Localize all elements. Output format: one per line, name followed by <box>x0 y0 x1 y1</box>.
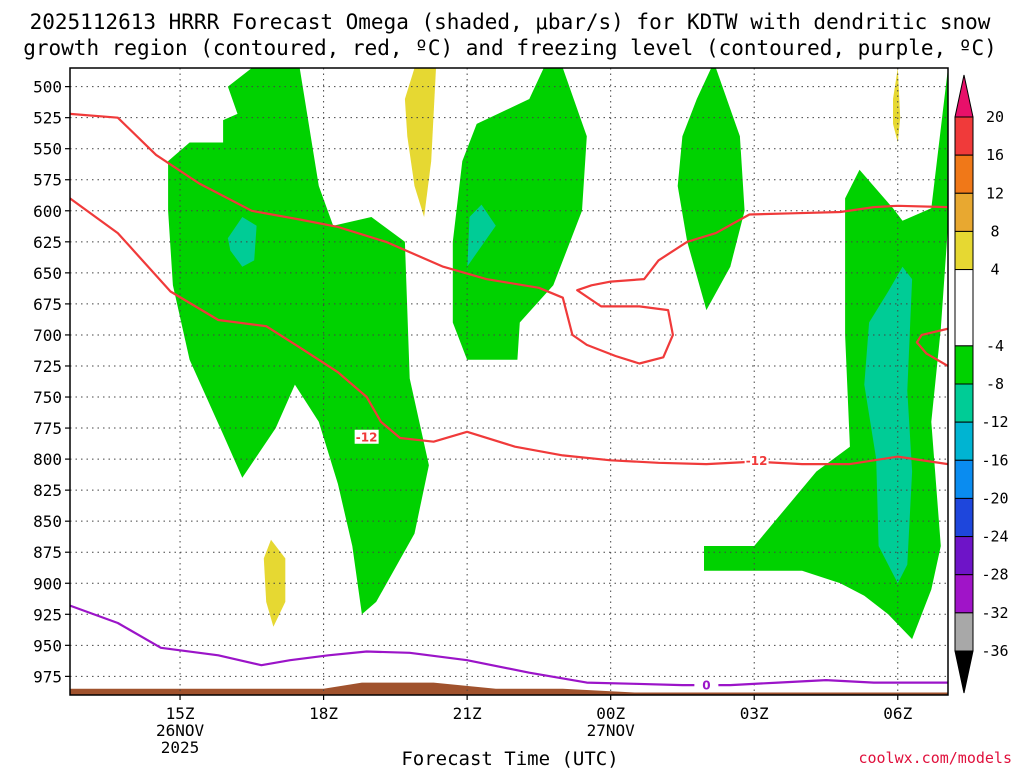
chart-title-line-1: 2025112613 HRRR Forecast Omega (shaded, … <box>30 10 991 34</box>
y-tick-label: 925 <box>33 605 62 624</box>
omega-region-4 <box>227 217 257 267</box>
y-tick-label: 550 <box>33 140 62 159</box>
y-tick-label: 850 <box>33 512 62 531</box>
colorbar-label: -12 <box>981 413 1008 431</box>
x-tick-sublabel: 27NOV <box>587 721 636 740</box>
x-tick-sublabel: 26NOV <box>156 721 205 740</box>
y-tick-label: 650 <box>33 264 62 283</box>
y-tick-label: 500 <box>33 78 62 97</box>
colorbar-label: 20 <box>986 108 1004 126</box>
omega-region-1 <box>452 68 587 360</box>
x-tick-sublabel: 2025 <box>161 738 200 757</box>
x-tick-label: 18Z <box>309 704 338 723</box>
colorbar-label: -20 <box>981 489 1008 507</box>
y-tick-label: 950 <box>33 636 62 655</box>
colorbar-label: 12 <box>986 184 1004 202</box>
contour-temperature-1 <box>70 112 948 365</box>
colorbar-label: 8 <box>990 222 999 240</box>
y-tick-label: 800 <box>33 450 62 469</box>
y-tick-label: 775 <box>33 419 62 438</box>
colorbar-segment-0 <box>954 116 974 156</box>
y-tick-label: 525 <box>33 109 62 128</box>
contour-label-0-0: -12 <box>356 430 378 444</box>
x-tick-label: 00Z <box>596 704 625 723</box>
contour-label-3-0: 0 <box>702 679 710 693</box>
colorbar-segment-4 <box>954 269 974 347</box>
axes: 500 525 550 575 600 625 650 675 700 725 750 775 800 8… <box>33 67 949 757</box>
x-tick-label: 15Z <box>166 704 195 723</box>
chart-title-line-2: growth region (contoured, red, ºC) and f… <box>23 36 997 60</box>
x-tick-label: 21Z <box>453 704 482 723</box>
colorbar-segment-3 <box>954 230 974 271</box>
y-tick-label: 875 <box>33 543 62 562</box>
y-tick-label: 575 <box>33 171 62 190</box>
credit-text: coolwx.com/models <box>858 749 1012 767</box>
colorbar-segment-2 <box>954 192 974 232</box>
y-tick-label: 600 <box>33 202 62 221</box>
x-tick-label: 06Z <box>883 704 912 723</box>
colorbar-label: 16 <box>986 146 1004 164</box>
colorbar-label: -36 <box>981 642 1008 660</box>
x-axis-label: Forecast Time (UTC) <box>401 748 618 768</box>
contour-label-0-1: -12 <box>746 454 768 468</box>
colorbar-segment-11 <box>954 574 974 614</box>
y-tick-label: 900 <box>33 574 62 593</box>
contour-temperature-0 <box>70 197 948 466</box>
contour-label-bg <box>354 429 379 444</box>
y-tick-label: 700 <box>33 326 62 345</box>
contour-temperature-2 <box>915 327 948 367</box>
colorbar-label: -24 <box>981 528 1008 546</box>
omega-region-2 <box>677 68 745 311</box>
colorbar-bottom-arrow <box>954 650 974 694</box>
x-tick-label: 03Z <box>740 704 769 723</box>
colorbar-segment-7 <box>954 421 974 461</box>
contour-label-bg <box>744 453 769 468</box>
omega-region-6 <box>864 266 913 584</box>
colorbar-top-arrow <box>954 74 974 118</box>
colorbar-segment-6 <box>954 383 974 423</box>
y-tick-label: 750 <box>33 388 62 407</box>
colorbar-segment-1 <box>954 154 974 194</box>
colorbar-label: -28 <box>981 566 1008 584</box>
plot-frame <box>69 67 949 696</box>
omega-region-5 <box>467 204 496 273</box>
colorbar: 20 16 12 8 4 -4 -8 -12 -16 -20 -24 -28 -32 -36 <box>954 74 1009 694</box>
contour-temperature-3 <box>70 604 948 687</box>
colorbar-label: 4 <box>990 261 999 279</box>
colorbar-segment-9 <box>954 497 974 538</box>
terrain-strip <box>70 682 948 695</box>
y-tick-label: 625 <box>33 233 62 252</box>
colorbar-segment-10 <box>954 536 974 576</box>
colorbar-segment-8 <box>954 459 974 499</box>
colorbar-segment-5 <box>954 345 974 385</box>
colorbar-label: -32 <box>981 604 1008 622</box>
colorbar-label: -8 <box>986 375 1004 393</box>
y-tick-label: 825 <box>33 481 62 500</box>
colorbar-label: -4 <box>986 337 1004 355</box>
y-tick-label: 975 <box>33 667 62 686</box>
colorbar-label: -16 <box>981 451 1008 469</box>
contour-label-bg <box>694 678 719 693</box>
y-tick-label: 675 <box>33 295 62 314</box>
y-tick-label: 725 <box>33 357 62 376</box>
omega-region-9 <box>893 68 901 143</box>
omega-region-0 <box>168 68 429 615</box>
colorbar-segment-12 <box>954 612 974 652</box>
plot-area: -12 -12 0 <box>70 68 948 695</box>
